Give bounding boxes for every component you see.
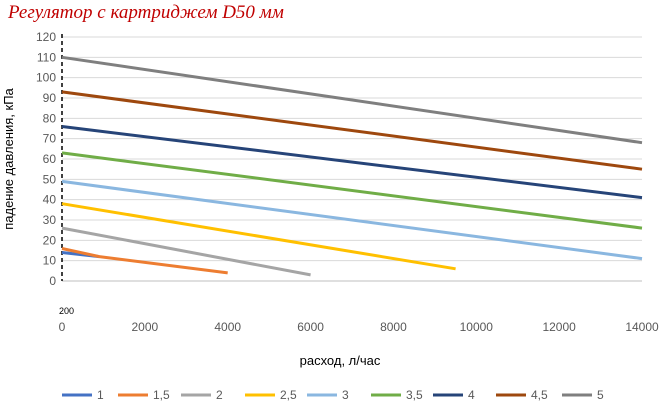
legend: 1 1,5 2 2,5 3 3,5 4 4,5 5 [62, 388, 604, 402]
grid-lines [62, 36, 642, 262]
y-tick-label: 30 [43, 213, 57, 227]
y-tick-label: 70 [43, 132, 57, 146]
series-line-4 [61, 125, 643, 200]
x-tick-label: 2000 [132, 320, 159, 334]
y-tick-label: 10 [43, 254, 57, 268]
series-line-5 [61, 55, 643, 145]
y-tick-label: 60 [43, 152, 57, 166]
legend-label: 3,5 [406, 388, 423, 402]
x-tick-label: 8000 [380, 320, 407, 334]
y-tick-label: 50 [43, 172, 57, 186]
x-axis-ticks: 0 2000 4000 6000 8000 10000 12000 14000 [59, 320, 659, 334]
legend-label: 1,5 [153, 388, 170, 402]
series-line-2 [61, 226, 311, 277]
legend-label: 3 [342, 388, 349, 402]
series-lines [61, 55, 643, 277]
legend-label: 4 [468, 388, 475, 402]
series-line-4-5 [61, 90, 643, 171]
series-line-1-5 [61, 247, 228, 275]
y-axis-label: падение давления, кПа [1, 87, 16, 229]
x-tick-label: 0 [59, 320, 66, 334]
series-line-3-5 [61, 151, 643, 230]
x-tick-label: 4000 [214, 320, 241, 334]
y-tick-label: 100 [36, 71, 56, 85]
chart-title: Регулятор с картриджем D50 мм [8, 2, 284, 23]
y-tick-label: 20 [43, 233, 57, 247]
y-tick-label: 120 [36, 30, 56, 44]
x-tick-label: 6000 [297, 320, 324, 334]
legend-label: 2,5 [280, 388, 297, 402]
legend-label: 5 [597, 388, 604, 402]
series-line-3 [61, 179, 643, 261]
y-axis-ticks: 0 10 20 30 40 50 60 70 80 90 100 110 120 [36, 30, 56, 288]
legend-label: 2 [216, 388, 223, 402]
legend-label: 1 [97, 388, 104, 402]
legend-label: 4,5 [531, 388, 548, 402]
y-tick-label: 90 [43, 91, 57, 105]
series-line-2-5 [61, 202, 456, 271]
y-tick-label: 80 [43, 111, 57, 125]
reference-line-label: 200 [59, 306, 74, 316]
x-axis-label: расход, л/час [300, 353, 381, 368]
y-tick-label: 40 [43, 193, 57, 207]
x-tick-label: 12000 [542, 320, 576, 334]
y-tick-label: 110 [37, 50, 56, 64]
y-tick-label: 0 [49, 274, 56, 288]
x-tick-label: 14000 [625, 320, 659, 334]
x-tick-label: 10000 [460, 320, 494, 334]
